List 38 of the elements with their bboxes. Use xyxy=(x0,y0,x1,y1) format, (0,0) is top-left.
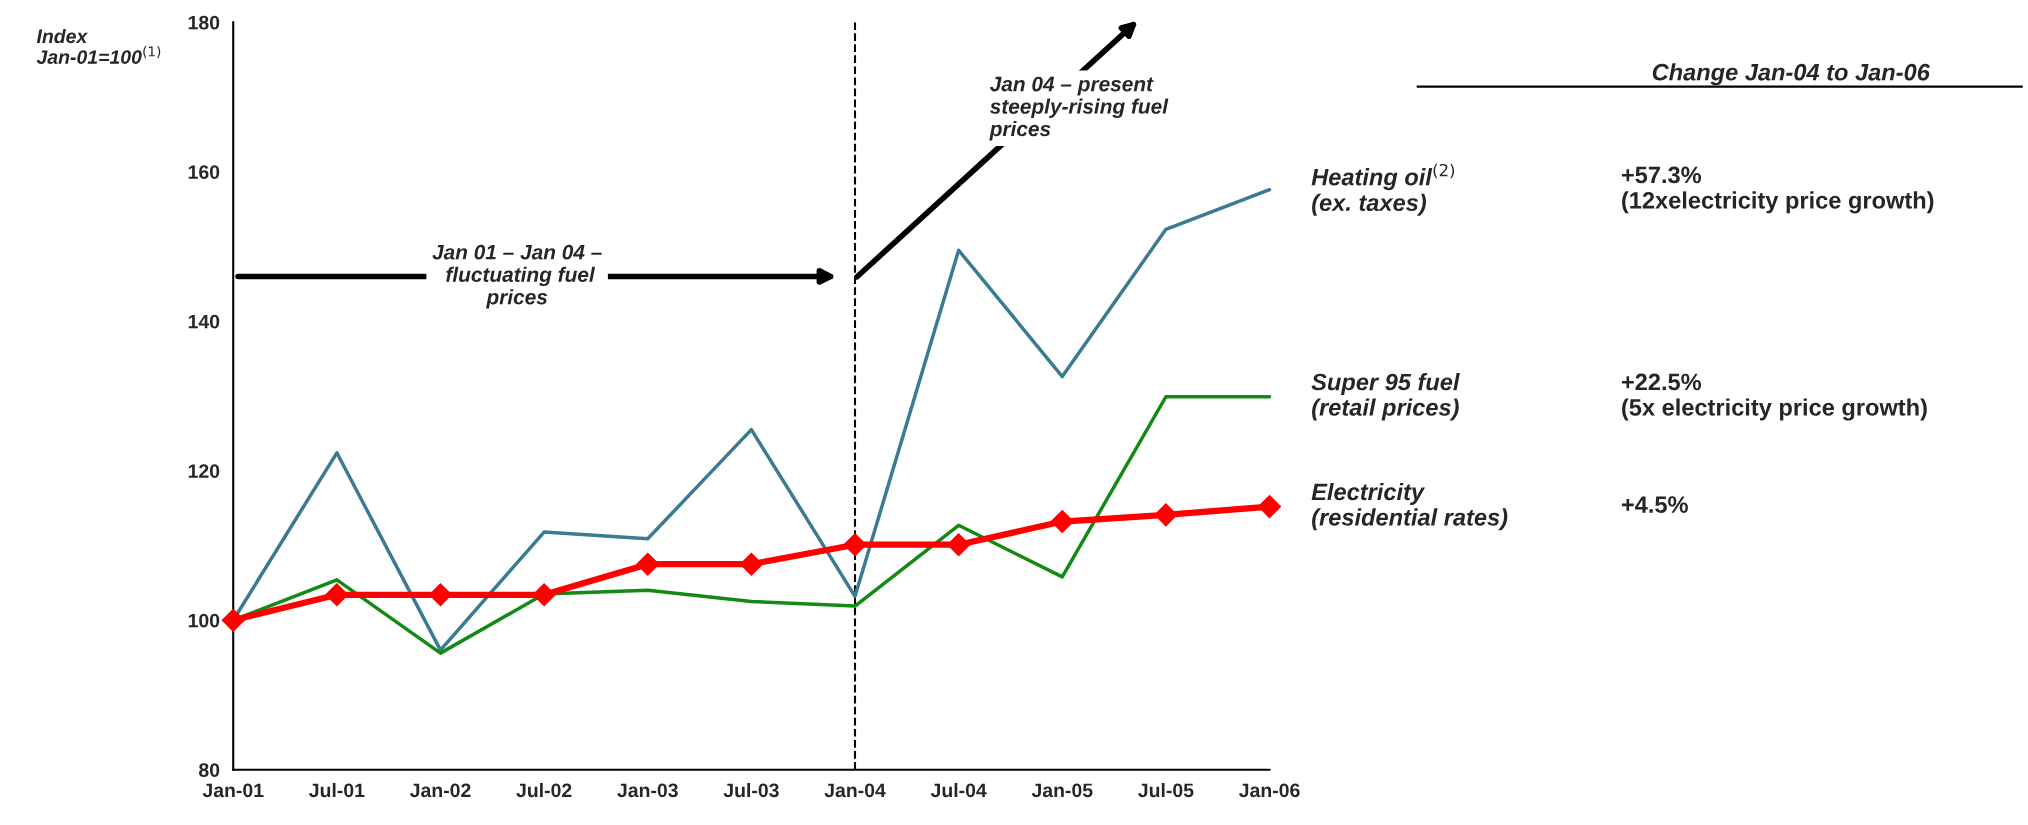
point xyxy=(1258,495,1282,519)
point xyxy=(739,552,763,576)
point xyxy=(1050,510,1074,534)
text: +4.5% xyxy=(1621,496,1688,513)
point xyxy=(843,533,867,557)
x-tick-label: Jul-05 xyxy=(1138,782,1194,798)
x-tick-label: Jan-06 xyxy=(1239,783,1300,798)
point xyxy=(636,552,660,576)
y-tick-label: 160 xyxy=(188,165,220,179)
x-tick-label: Jan-02 xyxy=(409,783,471,798)
x-tick-label: Jul-03 xyxy=(723,782,779,798)
text: +57.3% (12xelectricity price growth) xyxy=(1621,166,1934,214)
x-tick-label: Jul-01 xyxy=(309,782,365,798)
y-tick-label: 120 xyxy=(188,464,220,478)
y-axis-title: Index Jan-01=100$^{(1)}$ xyxy=(36,28,161,64)
series-label: Electricity (residential rates) xyxy=(1311,482,1508,531)
point xyxy=(1154,503,1178,527)
point xyxy=(947,533,971,557)
x-tick-label: Jan-05 xyxy=(1031,783,1093,798)
point xyxy=(325,583,349,607)
point xyxy=(428,583,452,607)
point xyxy=(221,608,245,632)
text: Change Jan-04 to Jan-06 xyxy=(1652,63,1930,86)
y-tick-label: 80 xyxy=(199,763,220,777)
x-tick-label: Jul-02 xyxy=(516,782,572,798)
annotation: Jan 01 – Jan 04 – fluctuating fuel prices xyxy=(432,244,602,309)
annotation: Jan 04 – present steeply-rising fuel prices xyxy=(989,76,1169,141)
y-tick-label: 140 xyxy=(188,314,220,329)
x-tick-label: Jan-01 xyxy=(202,783,264,798)
y-tick-label: 180 xyxy=(188,15,220,30)
series-label: Super 95 fuel (retail prices) xyxy=(1311,373,1460,421)
text: +22.5% (5x electricity price growth) xyxy=(1621,373,1927,421)
x-tick-label: Jul-04 xyxy=(930,782,987,798)
x-tick-label: Jan-03 xyxy=(617,783,678,798)
point xyxy=(532,583,556,607)
y-tick-label: 100 xyxy=(188,613,220,628)
series-label: Heating oil$^{(2)}$ (ex. taxes) xyxy=(1311,163,1455,216)
x-tick-label: Jan-04 xyxy=(824,783,886,798)
